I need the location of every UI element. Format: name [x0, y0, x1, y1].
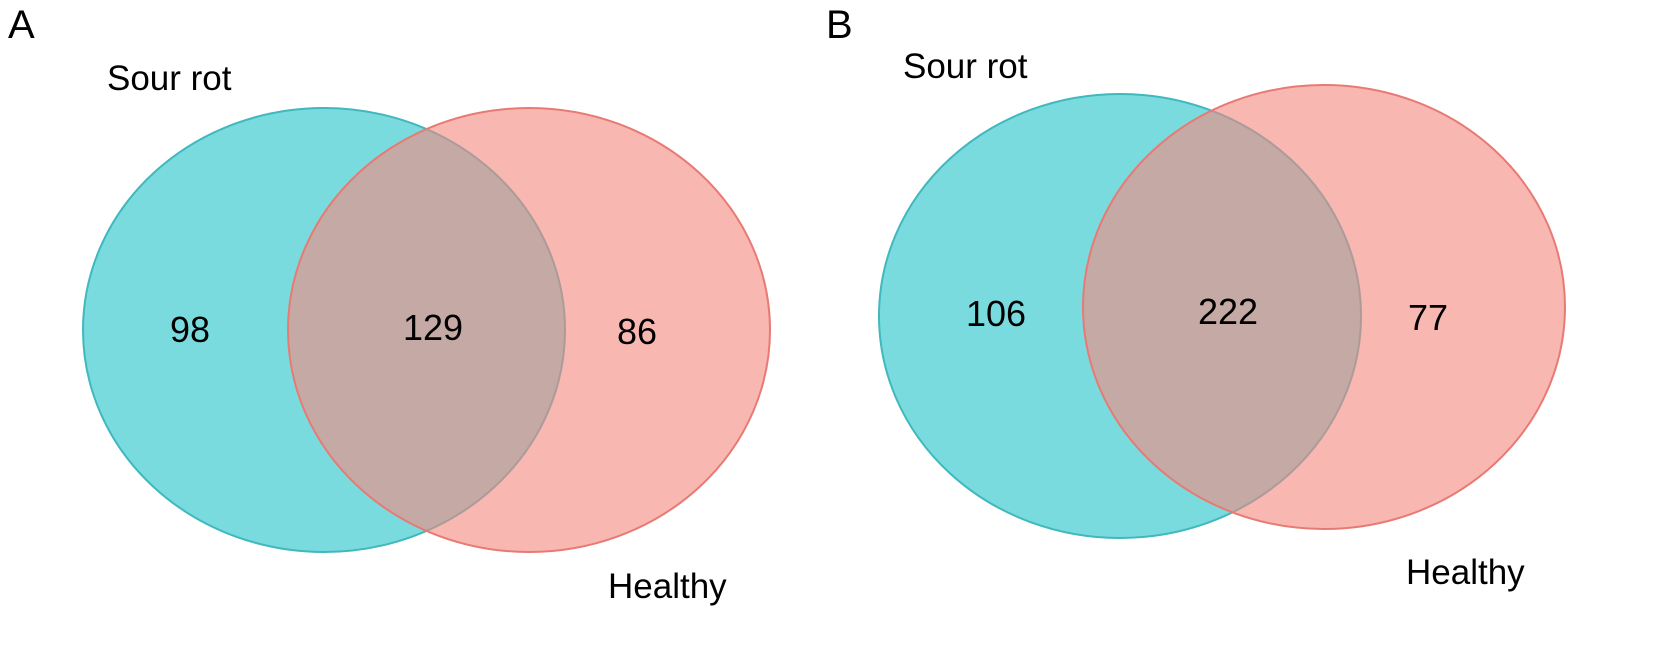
set-label-sour-rot-b: Sour rot [903, 47, 1028, 86]
count-sour-rot-only-a: 98 [170, 309, 210, 350]
set-circle-healthy-b [1082, 84, 1566, 530]
venn-panel-b: B Sour rot 106 222 77 Healthy [826, 3, 1566, 592]
panel-letter-b: B [826, 3, 853, 47]
set-label-sour-rot-a: Sour rot [107, 59, 232, 98]
count-overlap-a: 129 [403, 307, 463, 348]
venn-panel-a: A Sour rot 98 129 86 Healthy [8, 3, 771, 606]
count-healthy-only-a: 86 [617, 311, 657, 352]
set-label-healthy-b: Healthy [1406, 553, 1525, 592]
panel-letter-a: A [8, 3, 35, 47]
count-overlap-b: 222 [1198, 291, 1258, 332]
count-sour-rot-only-b: 106 [966, 293, 1026, 334]
set-label-healthy-a: Healthy [608, 567, 727, 606]
count-healthy-only-b: 77 [1408, 297, 1448, 338]
set-circle-healthy-a [287, 107, 771, 553]
